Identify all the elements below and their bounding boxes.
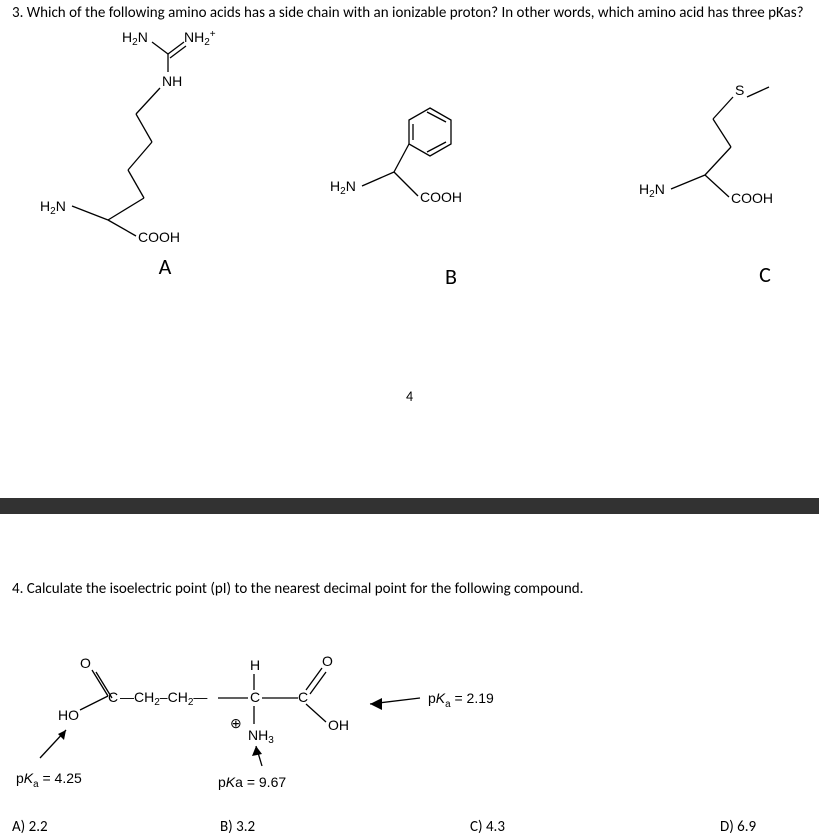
svg-text:OH: OH — [328, 717, 349, 733]
svg-text:C: C — [108, 689, 118, 705]
svg-text:H: H — [250, 657, 260, 673]
svg-text:S: S — [735, 82, 744, 98]
structure-a-label: A — [100, 253, 230, 280]
q4-structure-svg: HO O C —CH2–CH2— C H ⊕ NH3 C O — [0, 618, 600, 803]
svg-text:O: O — [322, 653, 333, 669]
structure-a-svg: H2N NH2+ NH H2N COOH — [40, 24, 230, 254]
structure-b: H2N COOH B — [330, 94, 500, 290]
pka-side-value: = 4.25 — [42, 770, 81, 786]
svg-text:COOH: COOH — [731, 190, 773, 206]
svg-text:O: O — [80, 655, 91, 671]
section-divider — [0, 498, 819, 514]
svg-text:C: C — [298, 689, 308, 705]
pka-amine-label: pKa = 9.67 — [218, 774, 286, 790]
svg-text:H2N: H2N — [122, 29, 148, 48]
q4-prompt: 4. Calculate the isoelectric point (pI) … — [0, 580, 819, 598]
question-4: 4. Calculate the isoelectric point (pI) … — [0, 580, 819, 803]
svg-text:C: C — [250, 689, 260, 705]
question-3: 3. Which of the following amino acids ha… — [0, 0, 819, 304]
q3-prompt: 3. Which of the following amino acids ha… — [0, 0, 819, 24]
structure-c-svg: S H2N COOH — [625, 79, 805, 254]
answer-d: D) 6.9 — [720, 818, 756, 836]
structure-c: S H2N COOH C — [625, 79, 805, 288]
pka-side-label: pKa = 4.25 — [16, 770, 82, 790]
svg-text:COOH: COOH — [138, 229, 180, 245]
svg-text:⊕: ⊕ — [230, 715, 242, 731]
svg-text:HO: HO — [58, 707, 79, 723]
svg-text:NH3: NH3 — [248, 727, 274, 746]
svg-text:NH2+: NH2+ — [184, 29, 216, 48]
page-number: 4 — [0, 388, 819, 405]
structure-b-svg: H2N COOH — [330, 94, 500, 254]
q4-figure: HO O C —CH2–CH2— C H ⊕ NH3 C O — [0, 618, 819, 803]
answer-c: C) 4.3 — [470, 818, 505, 836]
svg-text:H2N: H2N — [639, 181, 665, 200]
pka-amine-value: = 9.67 — [247, 774, 286, 790]
svg-text:H2N: H2N — [330, 178, 356, 197]
answer-b: B) 3.2 — [220, 818, 255, 836]
svg-text:—CH2–CH2—: —CH2–CH2— — [120, 689, 207, 708]
q3-structures: H2N NH2+ NH H2N COOH — [0, 24, 819, 304]
pka-cooh-value: = 2.19 — [454, 690, 493, 706]
svg-text:COOH: COOH — [420, 189, 462, 205]
structure-a: H2N NH2+ NH H2N COOH — [40, 24, 230, 280]
svg-text:H2N: H2N — [40, 198, 66, 217]
answer-a: A) 2.2 — [12, 818, 48, 836]
pka-cooh-label: pKa = 2.19 — [428, 690, 494, 710]
structure-b-label: B — [402, 263, 500, 290]
svg-text:NH: NH — [162, 73, 182, 89]
structure-c-label: C — [725, 261, 805, 288]
